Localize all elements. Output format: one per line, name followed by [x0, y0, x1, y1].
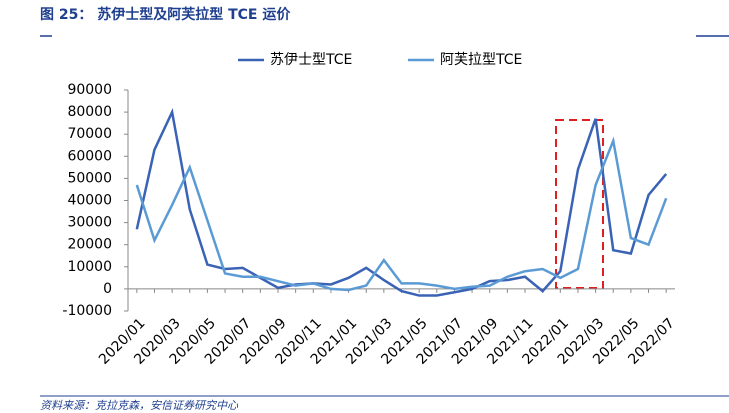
y-tick-label: 20000: [67, 237, 112, 253]
y-tick-label: 40000: [67, 193, 112, 209]
y-tick-label: 10000: [67, 259, 112, 275]
legend-label: 苏伊士型TCE: [270, 52, 352, 68]
y-tick-label: 70000: [67, 126, 112, 142]
y-tick-label: -10000: [62, 303, 112, 319]
y-tick-label: 90000: [67, 82, 112, 98]
source: 资料来源：克拉克森，安信证券研究中心: [40, 399, 239, 412]
series-line: [135, 108, 668, 297]
series-line: [135, 136, 668, 292]
y-tick-label: 60000: [67, 148, 112, 164]
chart-title: 图 25： 苏伊士型及阿芙拉型 TCE 运价: [40, 6, 291, 23]
y-tick-label: 30000: [67, 215, 112, 231]
highlight-box: [555, 119, 604, 289]
legend-label: 阿芙拉型TCE: [440, 51, 522, 68]
y-tick-label: 50000: [67, 170, 112, 186]
y-tick-label: 0: [103, 281, 112, 297]
y-tick-label: 80000: [67, 104, 112, 120]
